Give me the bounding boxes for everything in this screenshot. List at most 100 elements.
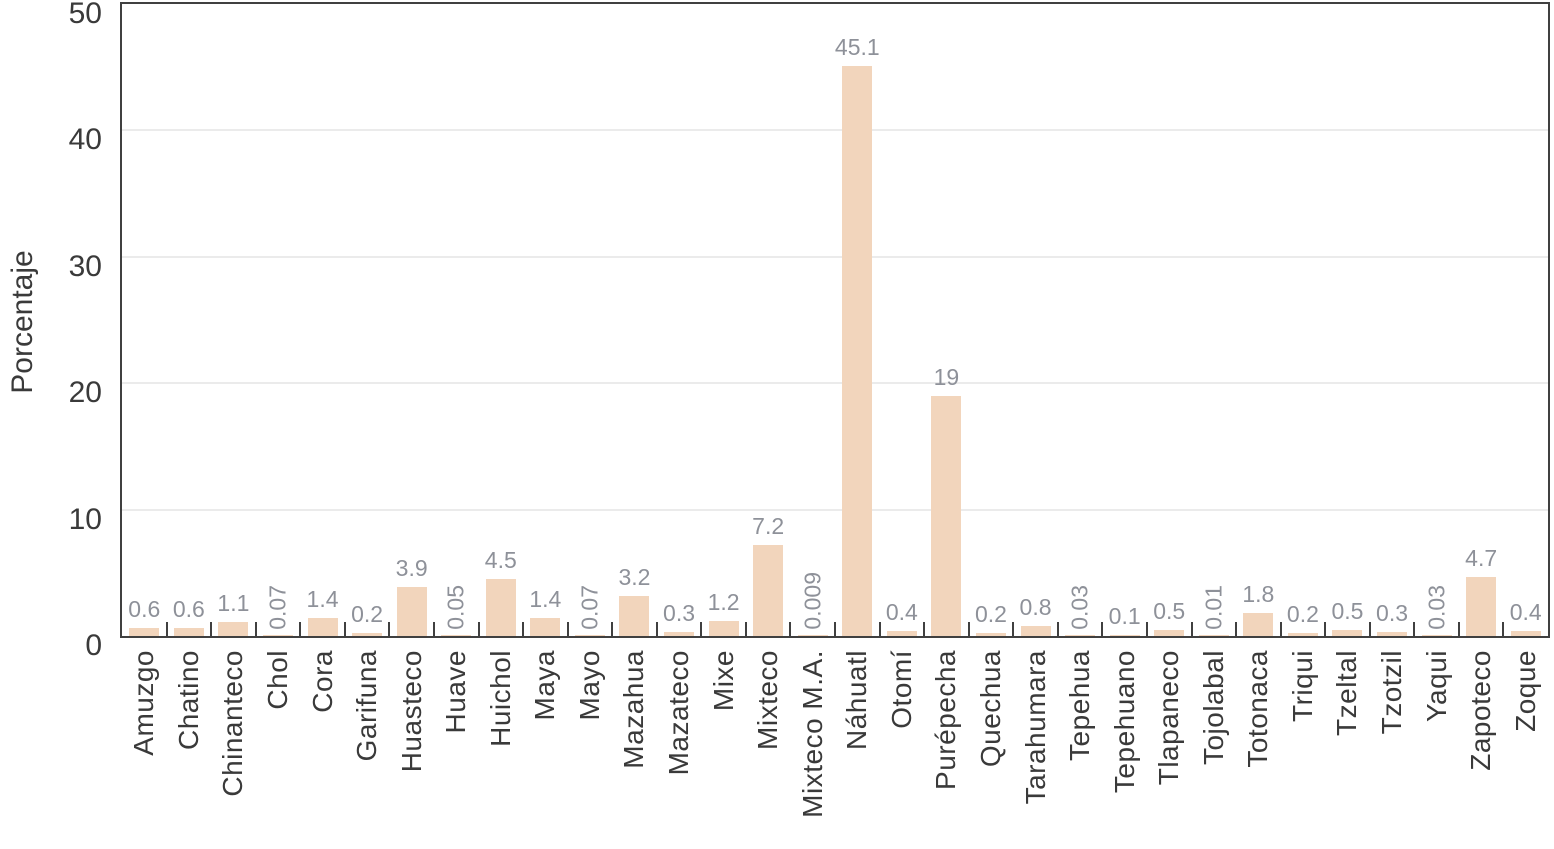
bar-value-label: 0.07 — [576, 585, 603, 630]
x-axis-tick-mark — [878, 622, 881, 636]
bar — [886, 631, 917, 636]
bar-value-label: 1.1 — [217, 590, 250, 616]
x-axis-tick-label: Purépecha — [930, 650, 962, 790]
bar-value-label: 0.4 — [885, 599, 918, 625]
bar — [1154, 630, 1185, 636]
x-axis-tick-label: Chinanteco — [217, 650, 249, 797]
bar-value-label: 0.05 — [442, 585, 469, 630]
x-axis-tick-mark — [566, 622, 569, 636]
bar-value-label: 1.4 — [529, 586, 562, 612]
x-axis-tick-mark — [477, 622, 480, 636]
bar-value-label: 0.6 — [172, 596, 205, 622]
gridline — [122, 255, 1548, 258]
bar — [1510, 631, 1541, 636]
bar — [664, 632, 695, 636]
bar — [173, 628, 204, 636]
x-axis-tick-label: Chol — [261, 650, 293, 710]
x-axis-tick-mark — [1368, 622, 1371, 636]
x-axis-tick-mark — [1101, 622, 1104, 636]
x-axis-tick-label: Mixe — [707, 650, 739, 712]
bar-value-label: 0.009 — [799, 572, 826, 630]
bar — [1198, 635, 1229, 636]
x-axis-tick-mark — [1056, 622, 1059, 636]
y-axis-tick-label: 50 — [68, 0, 102, 30]
x-axis-tick-mark — [165, 622, 168, 636]
bar — [485, 579, 516, 636]
bar — [708, 621, 739, 636]
x-axis-tick-labels: Amuzgo Chatino Chinanteco Chol Cora Garifuna H… — [122, 650, 1548, 849]
bar-value-label: 1.2 — [707, 589, 740, 615]
bar-value-label: 3.2 — [618, 564, 651, 590]
x-axis-tick-mark — [1457, 622, 1460, 636]
bar — [352, 633, 383, 636]
bar-value-label: 1.4 — [306, 586, 339, 612]
bar — [574, 635, 605, 636]
bar-value-label: 0.5 — [1331, 598, 1364, 624]
gridline — [122, 382, 1548, 385]
x-axis-tick-label: Triqui — [1286, 650, 1318, 722]
bar — [530, 618, 561, 636]
x-axis-tick-label: Mazahua — [618, 650, 650, 769]
x-axis-tick-mark — [254, 622, 257, 636]
bar-value-label: 0.2 — [351, 601, 384, 627]
bar — [975, 633, 1006, 636]
x-axis-tick-label: Garifuna — [351, 650, 383, 762]
bar — [1065, 635, 1096, 636]
y-axis-tick-label: 10 — [68, 502, 102, 536]
bar — [1421, 635, 1452, 636]
x-axis-tick-mark — [1324, 622, 1327, 636]
bar-value-label: 0.2 — [974, 601, 1007, 627]
x-axis-tick-mark — [1502, 622, 1505, 636]
x-axis-tick-mark — [343, 622, 346, 636]
x-axis-tick-mark — [1145, 622, 1148, 636]
x-axis-tick-label: Tojolabal — [1197, 650, 1229, 766]
bar — [396, 587, 427, 636]
y-axis-tick-label: 0 — [85, 629, 102, 662]
bar — [931, 396, 962, 636]
x-axis-tick-mark — [655, 622, 658, 636]
x-axis-tick-mark — [522, 622, 525, 636]
bar — [1332, 630, 1363, 636]
bar — [218, 622, 249, 636]
x-axis-tick-label: Yaqui — [1420, 650, 1452, 723]
x-axis-tick-label: Tzeltal — [1331, 650, 1363, 736]
bar — [307, 618, 338, 636]
bar-value-label: 1.8 — [1242, 581, 1275, 607]
plot-area: 0.6 0.6 1.1 0.07 1.4 0.2 3.9 0.05 4.5 1.4 0.07 3.2 0… — [120, 2, 1550, 638]
x-axis-tick-label: Zapoteco — [1465, 650, 1497, 771]
gridline — [122, 508, 1548, 511]
bar-value-label: 7.2 — [752, 513, 785, 539]
bar-value-label: 0.01 — [1200, 585, 1227, 630]
bar — [1243, 613, 1274, 636]
x-axis-tick-mark — [611, 622, 614, 636]
y-axis-tick-label: 20 — [68, 376, 102, 410]
bar-value-label: 45.1 — [834, 34, 880, 60]
x-axis-tick-mark — [967, 622, 970, 636]
x-axis-tick-label: Tepehuano — [1108, 650, 1140, 794]
x-axis-tick-mark — [299, 622, 302, 636]
x-axis-tick-label: Totonaca — [1242, 650, 1274, 768]
bar — [441, 635, 472, 636]
bar-value-label: 4.7 — [1465, 545, 1498, 571]
bar — [262, 635, 293, 636]
x-axis-tick-label: Tarahumara — [1019, 650, 1051, 805]
x-axis-tick-mark — [1413, 622, 1416, 636]
bar — [129, 628, 160, 636]
x-axis-tick-label: Huave — [440, 650, 472, 734]
gridline — [122, 129, 1548, 132]
x-axis-tick-label: Tzotzil — [1376, 650, 1408, 735]
x-axis-tick-label: Mazateco — [663, 650, 695, 776]
bar — [1377, 632, 1408, 636]
bar — [1020, 626, 1051, 636]
bar — [753, 545, 784, 636]
x-axis-tick-label: Maya — [529, 650, 561, 721]
x-axis-tick-label: Cora — [306, 650, 338, 713]
bar-value-label: 0.4 — [1509, 599, 1542, 625]
bar — [1109, 635, 1140, 636]
bar-value-label: 0.1 — [1108, 603, 1141, 629]
x-axis-tick-mark — [388, 622, 391, 636]
y-axis-tick-label: 40 — [68, 123, 102, 157]
bar-value-label: 3.9 — [395, 555, 428, 581]
x-axis-tick-mark — [210, 622, 213, 636]
x-axis-tick-mark — [1012, 622, 1015, 636]
